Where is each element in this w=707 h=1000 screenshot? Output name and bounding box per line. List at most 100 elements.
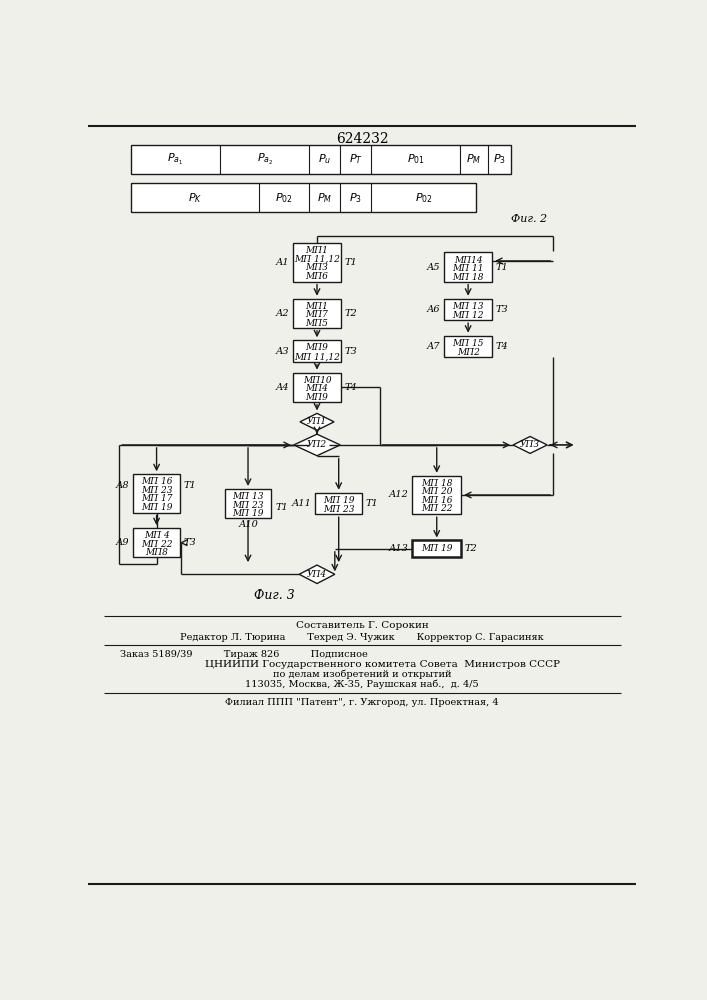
Text: МП 11,12: МП 11,12: [294, 255, 340, 264]
Text: УП2: УП2: [307, 440, 327, 449]
Text: МП 19: МП 19: [421, 544, 452, 553]
Text: Филиал ППП "Патент", г. Ужгород, ул. Проектная, 4: Филиал ППП "Патент", г. Ужгород, ул. Про…: [225, 698, 498, 707]
Text: А8: А8: [116, 481, 129, 490]
Bar: [293, 340, 341, 362]
Text: УП4: УП4: [307, 570, 327, 579]
Bar: [131, 183, 476, 212]
Text: МП 20: МП 20: [421, 487, 452, 496]
Bar: [412, 540, 461, 557]
Text: Фиг. 2: Фиг. 2: [510, 214, 547, 224]
Text: ТЗ: ТЗ: [184, 538, 197, 547]
Polygon shape: [293, 434, 340, 456]
Bar: [134, 528, 180, 557]
Text: Составитель Г. Сорокин: Составитель Г. Сорокин: [296, 621, 428, 630]
Text: УП1: УП1: [307, 417, 327, 426]
Text: МП 18: МП 18: [452, 273, 484, 282]
Text: А6: А6: [426, 305, 440, 314]
Bar: [225, 489, 271, 518]
Text: МП 12: МП 12: [452, 311, 484, 320]
Text: МП 11: МП 11: [452, 264, 484, 273]
Text: МП 11,12: МП 11,12: [294, 353, 340, 362]
Text: МП9: МП9: [305, 393, 329, 402]
Text: Фиг. 3: Фиг. 3: [254, 589, 295, 602]
Text: МП10: МП10: [303, 376, 332, 385]
Text: УПЗ: УПЗ: [520, 440, 540, 449]
Polygon shape: [513, 436, 547, 453]
Text: А12: А12: [389, 490, 409, 499]
Text: А7: А7: [426, 342, 440, 351]
Text: МПЗ: МПЗ: [305, 263, 328, 272]
Text: $P_{02}$: $P_{02}$: [275, 191, 293, 205]
Text: А5: А5: [426, 263, 440, 272]
Text: А2: А2: [276, 309, 289, 318]
Text: МП 13: МП 13: [233, 492, 264, 501]
Text: А9: А9: [116, 538, 129, 547]
Text: Т1: Т1: [275, 503, 288, 512]
Text: МП2: МП2: [457, 348, 479, 357]
Polygon shape: [299, 565, 335, 584]
Text: МП9: МП9: [305, 343, 329, 352]
Text: МП6: МП6: [305, 272, 329, 281]
Text: МП5: МП5: [305, 319, 329, 328]
Text: МП 22: МП 22: [421, 504, 452, 513]
Text: МП8: МП8: [145, 548, 168, 557]
Text: Т1: Т1: [496, 263, 509, 272]
Text: $P_3$: $P_3$: [493, 152, 506, 166]
Text: $P_M$: $P_M$: [317, 191, 332, 205]
Text: МП 4: МП 4: [144, 531, 170, 540]
Text: МП 19: МП 19: [323, 496, 354, 505]
Bar: [444, 252, 492, 282]
Text: Т2: Т2: [345, 309, 358, 318]
Polygon shape: [300, 413, 334, 430]
Bar: [444, 336, 492, 357]
Text: $P_u$: $P_u$: [318, 152, 332, 166]
Text: $P_3$: $P_3$: [349, 191, 362, 205]
Text: АЗ: АЗ: [276, 347, 289, 356]
Text: А4: А4: [276, 383, 289, 392]
Text: $P_{a_2}$: $P_{a_2}$: [257, 152, 273, 167]
Text: по делам изобретений и открытий: по делам изобретений и открытий: [273, 670, 451, 679]
Text: Т2: Т2: [465, 544, 478, 553]
Text: Т4: Т4: [345, 383, 358, 392]
Text: Редактор Л. Тюрина       Техред Э. Чужик       Корректор С. Гарасиняк: Редактор Л. Тюрина Техред Э. Чужик Корре…: [180, 633, 544, 642]
Bar: [134, 474, 180, 513]
Text: МП 13: МП 13: [452, 302, 484, 311]
Text: ЦНИИПИ Государственного комитета Совета  Министров СССР: ЦНИИПИ Государственного комитета Совета …: [205, 660, 561, 669]
Bar: [293, 299, 341, 328]
Text: А1: А1: [276, 258, 289, 267]
Text: $P_K$: $P_K$: [188, 191, 202, 205]
Text: МП 23: МП 23: [233, 500, 264, 510]
Text: МП7: МП7: [305, 310, 329, 319]
Text: МП 23: МП 23: [141, 486, 173, 495]
Text: 113035, Москва, Ж-35, Раушская наб.,  д. 4/5: 113035, Москва, Ж-35, Раушская наб., д. …: [245, 680, 479, 689]
Bar: [293, 243, 341, 282]
Bar: [412, 476, 461, 514]
Text: ТЗ: ТЗ: [345, 347, 358, 356]
Bar: [315, 493, 362, 514]
Text: Заказ 5189/39          Тираж 826          Подписное: Заказ 5189/39 Тираж 826 Подписное: [119, 650, 367, 659]
Text: МП 19: МП 19: [233, 509, 264, 518]
Text: МП 17: МП 17: [141, 494, 173, 503]
Text: Т4: Т4: [496, 342, 509, 351]
Text: $P_{a_1}$: $P_{a_1}$: [168, 152, 184, 167]
Text: МП4: МП4: [305, 384, 329, 393]
Text: МП1: МП1: [305, 246, 329, 255]
Text: МП 19: МП 19: [141, 503, 173, 512]
Text: Т1: Т1: [184, 481, 197, 490]
Text: $P_{01}$: $P_{01}$: [407, 152, 425, 166]
Text: Т1: Т1: [345, 258, 358, 267]
Text: МП 15: МП 15: [452, 339, 484, 348]
Text: $P_T$: $P_T$: [349, 152, 363, 166]
Text: $P_M$: $P_M$: [467, 152, 481, 166]
Bar: [293, 373, 341, 402]
Text: МП 22: МП 22: [141, 540, 173, 549]
Text: А10: А10: [238, 520, 258, 529]
Text: МП14: МП14: [454, 256, 482, 265]
Text: $P_{02}$: $P_{02}$: [415, 191, 433, 205]
Bar: [444, 299, 492, 320]
Text: ТЗ: ТЗ: [496, 305, 508, 314]
Text: А11: А11: [292, 499, 312, 508]
Text: МП 18: МП 18: [421, 479, 452, 488]
Text: МП1: МП1: [305, 302, 329, 311]
Bar: [131, 145, 510, 174]
